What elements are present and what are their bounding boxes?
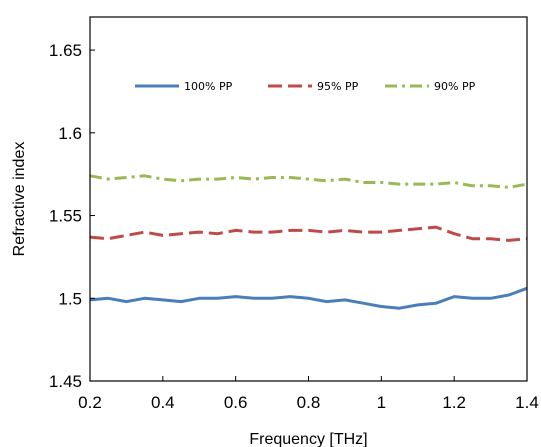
y-axis-title: Refractive index bbox=[11, 142, 28, 257]
x-tick-label: 1.2 bbox=[442, 393, 466, 412]
legend: 100% PP 95% PP 90% PP bbox=[135, 80, 476, 93]
y-tick-label: 1.6 bbox=[58, 124, 82, 143]
x-tick-label: 1.4 bbox=[515, 393, 539, 412]
series-line-2 bbox=[89, 174, 528, 189]
y-tick-label: 1.45 bbox=[49, 372, 82, 391]
series-line-1 bbox=[89, 225, 528, 242]
x-tick-label: 1 bbox=[377, 393, 386, 412]
x-tick-label: 0.4 bbox=[151, 393, 175, 412]
plot-frame bbox=[89, 16, 528, 382]
x-axis-title: Frequency [THz] bbox=[249, 431, 367, 447]
series-line-0 bbox=[89, 286, 528, 310]
plot-layer bbox=[89, 174, 528, 310]
y-tick-label: 1.65 bbox=[49, 41, 82, 60]
y-tick-label: 1.5 bbox=[58, 289, 82, 308]
legend-label-2: 90% PP bbox=[434, 80, 476, 93]
y-tick-label: 1.55 bbox=[49, 207, 82, 226]
ticks-layer: 0.2 0.4 0.6 0.8 1 1.2 1.4 1.45 1.5 1.55 1.6 1.65 bbox=[49, 41, 539, 412]
x-tick-label: 0.2 bbox=[78, 393, 102, 412]
legend-label-1: 95% PP bbox=[317, 80, 359, 93]
x-tick-label: 0.8 bbox=[297, 393, 321, 412]
x-tick-label: 0.6 bbox=[224, 393, 248, 412]
legend-label-0: 100% PP bbox=[184, 80, 233, 93]
